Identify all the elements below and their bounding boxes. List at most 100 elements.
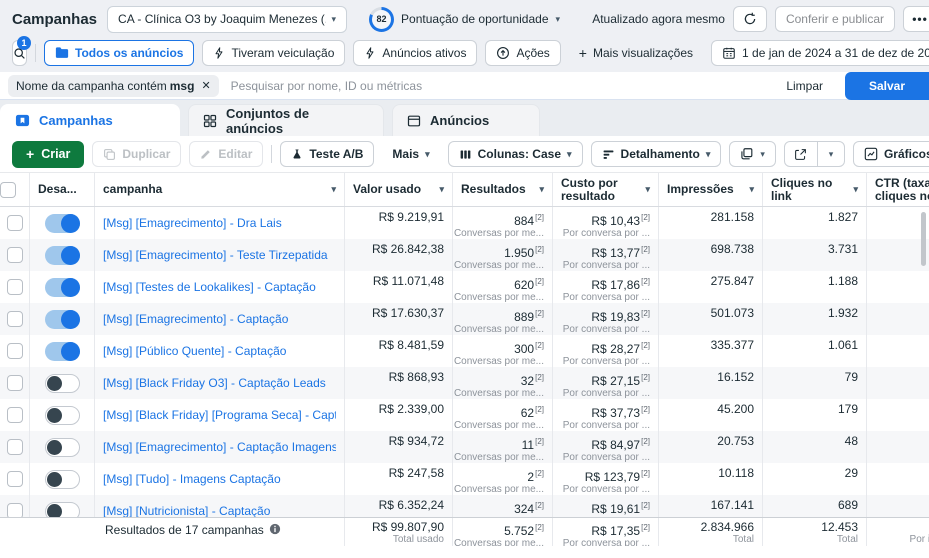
- row-checkbox[interactable]: [6, 279, 23, 295]
- export-caret-button[interactable]: ▾: [818, 142, 844, 166]
- campaign-link[interactable]: [Msg] [Emagrecimento] - Dra Lais: [103, 216, 282, 230]
- chip-close-icon[interactable]: ✕: [201, 80, 211, 92]
- footer-amount-spent: R$ 99.807,90 Total usado: [345, 518, 453, 546]
- impressions-cell: 167.141: [659, 495, 763, 517]
- row-checkbox[interactable]: [6, 439, 23, 455]
- search-filter-input[interactable]: [228, 77, 765, 94]
- search-button[interactable]: 1: [12, 36, 31, 66]
- campaign-link[interactable]: [Msg] [Black Friday O3] - Captação Leads: [103, 376, 326, 390]
- breakdown-button[interactable]: Detalhamento ▾: [590, 141, 722, 167]
- campaign-link[interactable]: [Msg] [Emagrecimento] - Teste Tirzepatid…: [103, 248, 328, 262]
- table-row[interactable]: [Msg] [Emagrecimento] - Captação R$ 17.6…: [0, 303, 929, 335]
- row-checkbox[interactable]: [6, 247, 23, 263]
- edit-button[interactable]: Editar: [189, 141, 264, 167]
- tab-campaigns[interactable]: Campanhas: [0, 104, 180, 136]
- campaign-toggle[interactable]: [44, 437, 80, 457]
- col-campaign[interactable]: campanha ▾: [95, 173, 345, 206]
- date-range-picker[interactable]: 1 de jan de 2024 a 31 de dez de 2024 ▾: [711, 40, 929, 66]
- campaign-toggle[interactable]: [44, 245, 80, 265]
- col-results[interactable]: Resultados ▾: [453, 173, 553, 206]
- col-amount-spent[interactable]: Valor usado ▾: [345, 173, 453, 206]
- table-row[interactable]: [Msg] [Emagrecimento] - Teste Tirzepatid…: [0, 239, 929, 271]
- refresh-button[interactable]: [732, 6, 767, 32]
- impressions-cell: 45.200: [659, 399, 763, 431]
- cost-per-result-cell: R$ 123,79[2] Por conversa por ...: [553, 463, 659, 495]
- col-cost-per-result[interactable]: Custo por resultado ▾: [553, 173, 659, 206]
- save-filter-button[interactable]: Salvar: [845, 71, 929, 100]
- more-views-button[interactable]: + Mais visualizações: [569, 40, 703, 66]
- campaign-toggle[interactable]: [44, 277, 80, 297]
- tab-adsets[interactable]: Conjuntos de anúncios: [188, 104, 384, 136]
- row-checkbox[interactable]: [6, 215, 23, 231]
- col-impressions[interactable]: Impressões ▾: [659, 173, 763, 206]
- campaign-name-cell: [Msg] [Black Friday O3] - Captação Leads: [95, 367, 345, 399]
- row-checkbox[interactable]: [6, 407, 23, 423]
- row-checkbox[interactable]: [6, 311, 23, 327]
- campaign-link[interactable]: [Msg] [Emagrecimento] - Captação Imagens: [103, 440, 336, 454]
- select-all-checkbox[interactable]: [0, 181, 16, 198]
- row-checkbox[interactable]: [6, 343, 23, 359]
- row-checkbox[interactable]: [6, 375, 23, 391]
- columns-button[interactable]: Colunas: Case ▾: [447, 141, 583, 167]
- campaign-toggle[interactable]: [44, 501, 80, 517]
- sort-caret-icon: ▾: [439, 184, 444, 194]
- review-publish-button[interactable]: Conferir e publicar: [774, 6, 895, 32]
- impressions-cell: 281.158: [659, 207, 763, 239]
- campaign-link[interactable]: [Msg] [Tudo] - Imagens Captação: [103, 472, 281, 486]
- lightning-icon: [364, 47, 376, 59]
- info-icon[interactable]: [269, 523, 281, 535]
- ab-test-button-label: Teste A/B: [309, 147, 364, 161]
- col-toggle[interactable]: Desa...: [30, 173, 95, 206]
- filter-had-delivery[interactable]: Tiveram veiculação: [202, 40, 346, 66]
- chevron-down-icon: ▾: [567, 148, 572, 159]
- table-row[interactable]: [Msg] [Emagrecimento] - Dra Lais R$ 9.21…: [0, 207, 929, 239]
- row-checkbox-cell: [0, 335, 30, 367]
- duplicate-button[interactable]: Duplicar: [92, 141, 182, 167]
- row-checkbox[interactable]: [6, 503, 23, 517]
- filter-chip[interactable]: Nome da campanha contém msg ✕: [8, 74, 219, 97]
- tab-campaigns-label: Campanhas: [39, 113, 113, 128]
- reports-button[interactable]: ▾: [729, 141, 776, 167]
- flask-icon: [291, 148, 303, 160]
- col-link-clicks[interactable]: Cliques no link ▾: [763, 173, 867, 206]
- opportunity-score[interactable]: 82 Pontuação de oportunidade ▾: [369, 6, 560, 32]
- account-selector[interactable]: CA - Clínica O3 by Joaquim Menezes (... …: [107, 5, 348, 33]
- charts-button[interactable]: Gráficos: [852, 141, 929, 167]
- campaign-toggle[interactable]: [44, 405, 80, 425]
- vertical-scrollbar[interactable]: [921, 212, 926, 266]
- ctr-cell: [867, 495, 929, 517]
- col-ctr[interactable]: CTR (taxa de cliques no link: [875, 175, 929, 203]
- campaign-link[interactable]: [Msg] [Público Quente] - Captação: [103, 344, 287, 358]
- create-button[interactable]: + Criar: [12, 140, 85, 168]
- clear-filters-button[interactable]: Limpar: [774, 79, 835, 93]
- campaign-link[interactable]: [Msg] [Testes de Lookalikes] - Captação: [103, 280, 316, 294]
- search-filter-badge: 1: [17, 36, 31, 50]
- campaign-toggle[interactable]: [44, 213, 80, 233]
- filter-active-ads[interactable]: Anúncios ativos: [353, 40, 478, 66]
- actions-button[interactable]: Ações: [485, 40, 561, 66]
- table-row[interactable]: [Msg] [Emagrecimento] - Captação Imagens…: [0, 431, 929, 463]
- table-row[interactable]: [Msg] [Black Friday O3] - Captação Leads…: [0, 367, 929, 399]
- campaign-link[interactable]: [Msg] [Nutricionista] - Captação: [103, 504, 271, 517]
- export-button[interactable]: [785, 142, 817, 166]
- campaign-link[interactable]: [Msg] [Emagrecimento] - Captação: [103, 312, 289, 326]
- tab-ads[interactable]: Anúncios: [392, 104, 540, 136]
- row-checkbox[interactable]: [6, 471, 23, 487]
- more-actions-button[interactable]: Mais ▾: [382, 141, 439, 167]
- table-row[interactable]: [Msg] [Nutricionista] - Captação R$ 6.35…: [0, 495, 929, 517]
- table-row[interactable]: [Msg] [Black Friday] [Programa Seca] - C…: [0, 399, 929, 431]
- ab-test-button[interactable]: Teste A/B: [280, 141, 375, 167]
- campaign-link[interactable]: [Msg] [Black Friday] [Programa Seca] - C…: [103, 408, 336, 422]
- campaign-toggle[interactable]: [44, 373, 80, 393]
- filter-all-ads[interactable]: Todos os anúncios: [44, 40, 195, 66]
- table-row[interactable]: [Msg] [Testes de Lookalikes] - Captação …: [0, 271, 929, 303]
- more-options-button[interactable]: •••: [903, 6, 929, 32]
- campaign-toggle[interactable]: [44, 341, 80, 361]
- table-row[interactable]: [Msg] [Público Quente] - Captação R$ 8.4…: [0, 335, 929, 367]
- table-row[interactable]: [Msg] [Tudo] - Imagens Captação R$ 247,5…: [0, 463, 929, 495]
- campaign-toggle[interactable]: [44, 469, 80, 489]
- amount-spent-cell: R$ 2.339,00: [345, 399, 453, 431]
- footer-impressions: 2.834.966 Total: [659, 518, 763, 546]
- footer-summary-cell: Resultados de 17 campanhas: [0, 518, 345, 546]
- campaign-toggle[interactable]: [44, 309, 80, 329]
